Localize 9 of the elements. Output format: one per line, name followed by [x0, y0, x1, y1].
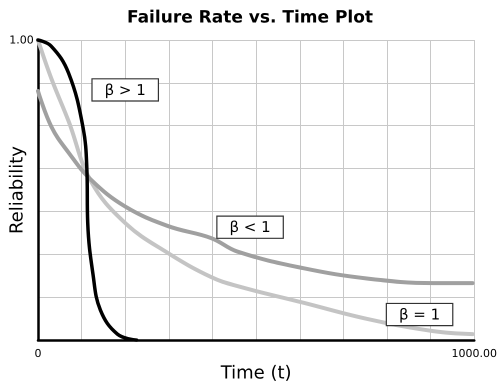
text: 1.00: [9, 34, 34, 46]
annotation: β > 1: [104, 80, 146, 99]
x-tick-label: 1000.00: [452, 347, 498, 360]
y-axis-title: Reliability: [6, 146, 28, 234]
chart-title: Failure Rate vs. Time Plot: [126, 8, 374, 28]
x-axis-title: Time (t): [220, 362, 292, 384]
annotation: β < 1: [229, 218, 271, 236]
annotation: β = 1: [398, 306, 440, 324]
x-tick-label: 0: [34, 347, 42, 360]
